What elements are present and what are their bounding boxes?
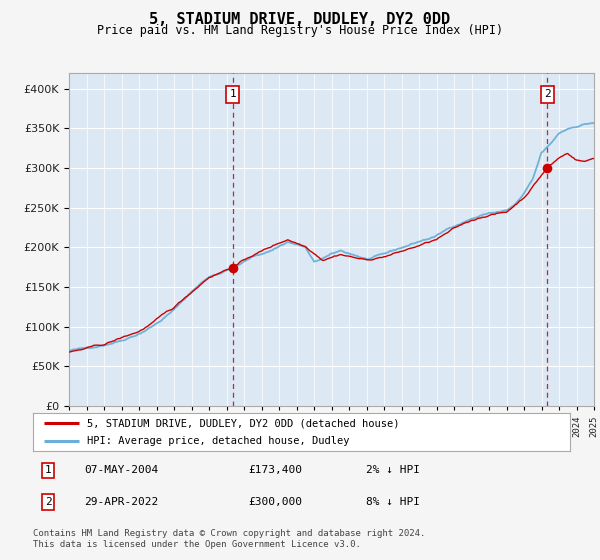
Text: 5, STADIUM DRIVE, DUDLEY, DY2 0DD (detached house): 5, STADIUM DRIVE, DUDLEY, DY2 0DD (detac… (87, 418, 399, 428)
Text: 1: 1 (229, 90, 236, 100)
Text: 8% ↓ HPI: 8% ↓ HPI (366, 497, 420, 507)
Text: 2: 2 (45, 497, 52, 507)
Text: 5, STADIUM DRIVE, DUDLEY, DY2 0DD: 5, STADIUM DRIVE, DUDLEY, DY2 0DD (149, 12, 451, 27)
Text: £173,400: £173,400 (248, 465, 302, 475)
Text: 07-MAY-2004: 07-MAY-2004 (84, 465, 158, 475)
Text: 1: 1 (45, 465, 52, 475)
Text: £300,000: £300,000 (248, 497, 302, 507)
Text: 29-APR-2022: 29-APR-2022 (84, 497, 158, 507)
Text: 2: 2 (544, 90, 551, 100)
Text: Price paid vs. HM Land Registry's House Price Index (HPI): Price paid vs. HM Land Registry's House … (97, 24, 503, 37)
Text: HPI: Average price, detached house, Dudley: HPI: Average price, detached house, Dudl… (87, 436, 349, 446)
Text: 2% ↓ HPI: 2% ↓ HPI (366, 465, 420, 475)
Text: Contains HM Land Registry data © Crown copyright and database right 2024.
This d: Contains HM Land Registry data © Crown c… (33, 529, 425, 549)
